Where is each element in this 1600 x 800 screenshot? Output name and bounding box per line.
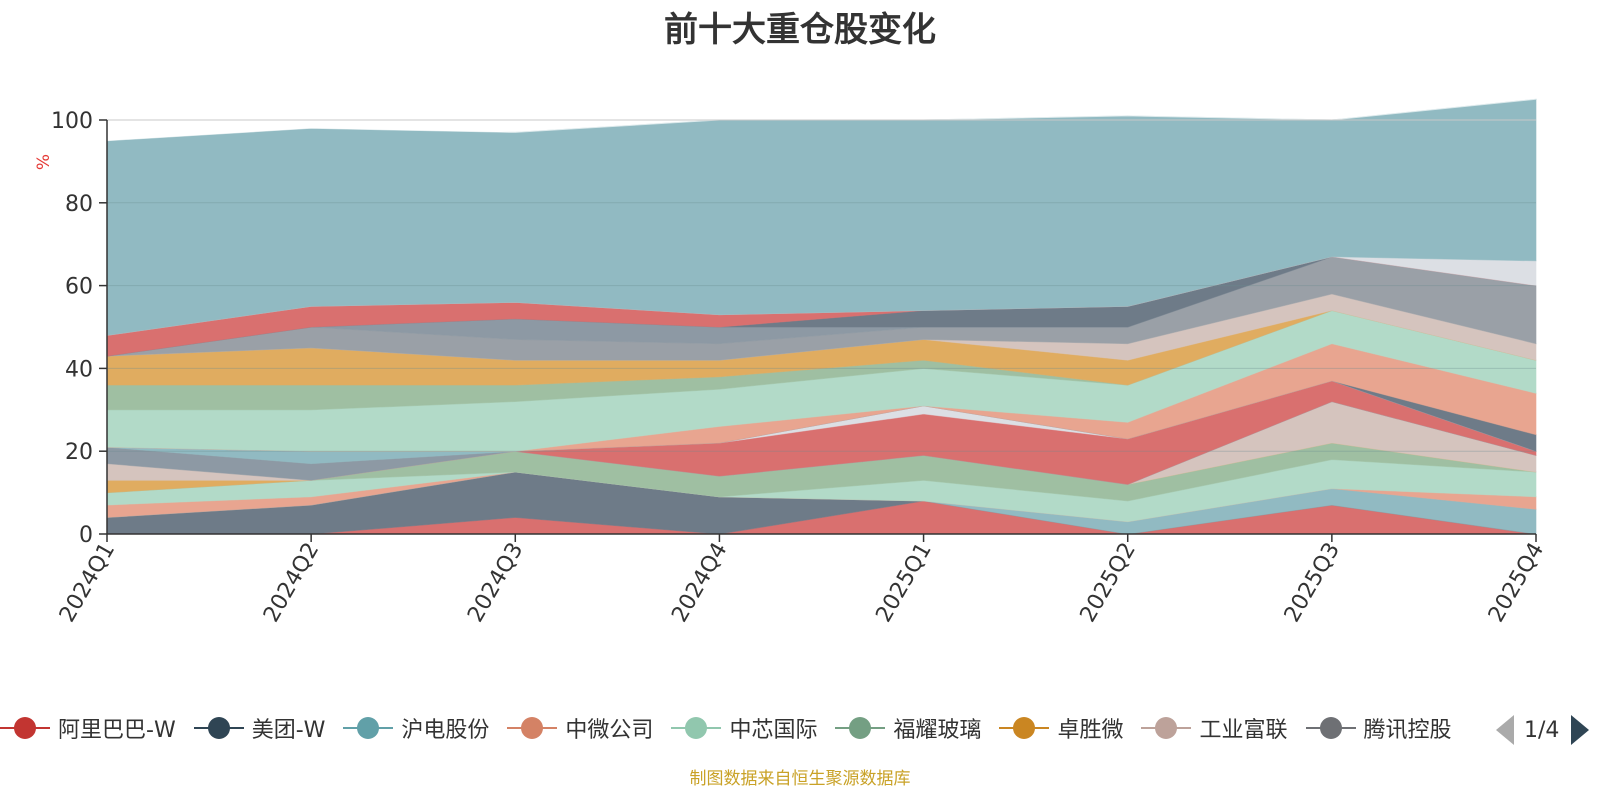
legend-item-label: 美团-W	[251, 718, 326, 743]
legend-marker-icon	[835, 716, 886, 740]
chart-title: 前十大重仓股变化	[664, 10, 936, 50]
legend-item-5[interactable]: 中芯国际	[671, 708, 817, 748]
x-tick-label-3: 2024Q3	[463, 539, 528, 627]
y-tick-label-60: 60	[65, 275, 93, 300]
y-tick-label-80: 80	[65, 192, 93, 217]
legend-marker-icon	[343, 716, 394, 740]
legend-marker-icon	[193, 716, 244, 740]
legend-next-arrow-icon[interactable]	[1571, 715, 1590, 745]
legend-item-2[interactable]: 美团-W	[193, 708, 326, 748]
legend-prev-arrow-icon[interactable]	[1496, 715, 1514, 745]
legend-item-label: 中芯国际	[729, 718, 818, 743]
x-tick-label-1: 2024Q1	[55, 539, 120, 627]
y-tick-label-100: 100	[51, 109, 93, 134]
legend-item-4[interactable]: 中微公司	[507, 708, 653, 748]
y-tick-label-0: 0	[79, 523, 93, 548]
legend-item-label: 沪电股份	[401, 718, 490, 743]
legend-item-3[interactable]: 沪电股份	[343, 708, 489, 748]
legend-marker-icon	[1305, 716, 1356, 740]
legend-pager: 1/4	[1496, 710, 1590, 750]
legend-marker-icon	[507, 716, 558, 740]
legend-item-label: 阿里巴巴-W	[58, 718, 176, 743]
legend-item-label: 腾讯控股	[1363, 718, 1452, 743]
legend-marker-icon	[1141, 716, 1192, 740]
x-tick-label-6: 2025Q2	[1076, 539, 1141, 627]
y-axis-label: %	[34, 154, 54, 170]
y-tick-label-20: 20	[65, 440, 93, 465]
legend-marker-icon	[671, 716, 722, 740]
x-tick-label-8: 2025Q4	[1484, 539, 1549, 627]
legend-item-label: 福耀玻璃	[893, 718, 982, 743]
legend-item-label: 工业富联	[1199, 718, 1288, 743]
legend-item-9[interactable]: 腾讯控股	[1305, 708, 1452, 748]
x-tick-label-7: 2025Q3	[1280, 539, 1345, 627]
legend-item-6[interactable]: 福耀玻璃	[835, 708, 981, 748]
stacked-area-chart: 0 20 40 60 80 100% 2024Q1 2024Q2 2024Q3 2024Q4 202…	[34, 98, 1549, 627]
legend-item-7[interactable]: 卓胜微	[999, 708, 1123, 748]
x-tick-label-2: 2024Q2	[259, 539, 324, 627]
legend-item-8[interactable]: 工业富联	[1141, 708, 1288, 748]
x-tick-label-4: 2024Q4	[667, 539, 732, 627]
legend-item-1[interactable]: 阿里巴巴-W	[0, 708, 176, 748]
legend-item-label: 卓胜微	[1057, 718, 1124, 743]
area-series-25	[106, 98, 1537, 142]
legend-item-label: 中微公司	[565, 718, 654, 743]
legend-marker-icon	[999, 716, 1050, 740]
source-footnote: 制图数据来自恒生聚源数据库	[689, 769, 911, 789]
legend: 阿里巴巴-W 美团-W 沪电股份 中微公司 中芯国际 福耀玻璃 卓胜微 工业富联 腾讯控股	[0, 708, 1484, 748]
legend-marker-icon	[0, 716, 50, 740]
y-tick-label-40: 40	[65, 357, 93, 382]
legend-page-indicator: 1/4	[1524, 717, 1560, 743]
x-tick-label-5: 2025Q1	[871, 539, 936, 627]
